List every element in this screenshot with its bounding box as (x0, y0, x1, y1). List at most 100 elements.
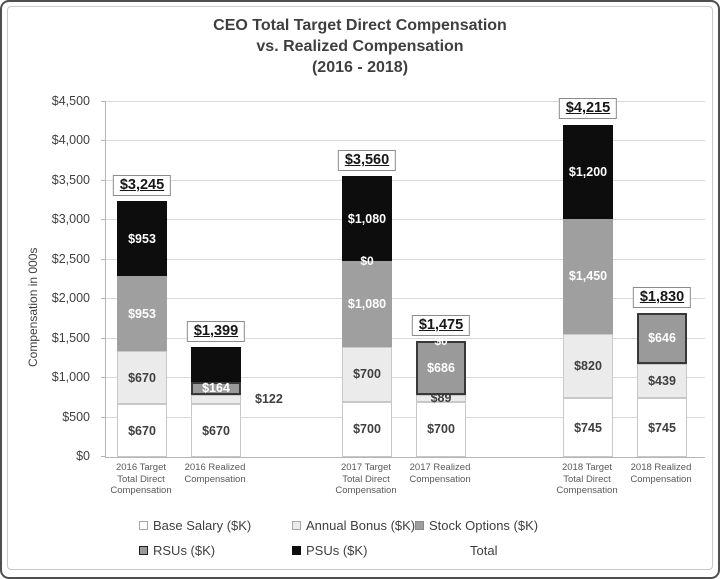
x-category-label: 2017 Target Total Direct Compensation (335, 462, 397, 496)
y-axis-tick-mark (101, 258, 106, 260)
bar-segment-bonus: $700 (342, 346, 392, 402)
stock-options-swatch-icon (415, 520, 424, 530)
legend-label: Annual Bonus ($K) (306, 517, 416, 533)
y-axis-tick-mark (101, 140, 106, 142)
legend-item-annual-bonus: Annual Bonus ($K) (292, 517, 415, 533)
bar-segment-psu: $953 (117, 200, 167, 277)
bar-segment-bonus: $820 (563, 333, 613, 399)
segment-value-label: $670 (128, 370, 156, 385)
segment-value-label: $953 (128, 231, 156, 246)
segment-value-label-outside: $122 (255, 392, 283, 407)
total-label: $4,215 (558, 98, 618, 120)
bar-segment-bonus: $89 (416, 391, 466, 406)
y-tick-label: $0 (76, 449, 90, 463)
x-category-label: 2016 Target Total Direct Compensation (110, 462, 172, 496)
rsus-swatch-icon (139, 545, 148, 555)
x-category-label: 2016 Realized Compensation (184, 462, 246, 485)
legend-item-rsus: RSUs ($K) (139, 542, 215, 558)
total-label: $1,830 (632, 286, 692, 308)
legend-label: RSUs ($K) (153, 542, 216, 558)
gridline (106, 101, 705, 102)
chart-title: CEO Total Target Direct Compensation vs.… (2, 15, 718, 78)
y-axis-tick-mark (101, 377, 106, 379)
bar-segment-bonus (191, 394, 241, 405)
y-tick-label: $3,000 (51, 212, 90, 227)
segment-value-label: $686 (427, 360, 455, 375)
y-axis-tick-mark (101, 179, 106, 181)
legend-label: Total (470, 542, 498, 558)
segment-value-label: $820 (574, 358, 602, 373)
bar-segment-base: $670 (117, 404, 167, 457)
total-label: $1,399 (186, 320, 246, 342)
segment-value-label: $745 (648, 420, 676, 435)
legend-label: Stock Options ($K) (429, 517, 539, 533)
y-tick-label: $4,500 (51, 94, 90, 108)
plot-area: $670 $670 $953 $953 $3,245 $122 $670 $164 $1,399… (101, 98, 705, 458)
annual-bonus-swatch-icon (292, 520, 301, 530)
bar-segment-psu: $1,200 (563, 124, 613, 220)
gridline (106, 219, 705, 221)
bar-segment-base: $745 (563, 398, 613, 457)
y-tick-label: $1,000 (51, 370, 90, 385)
bar-segment-rsu: $164 (191, 381, 241, 396)
bar-segment-base: $700 (416, 401, 466, 457)
total-label: $3,245 (112, 174, 172, 196)
total-swatch-placeholder (456, 546, 465, 555)
gridline (106, 179, 705, 181)
segment-value-label: $164 (202, 381, 230, 396)
segment-value-label: $1,200 (568, 164, 608, 179)
segment-value-label: $700 (427, 422, 455, 437)
y-axis-tick-mark (101, 337, 106, 339)
bar-segment-base: $700 (342, 401, 392, 457)
gridline (106, 416, 705, 418)
bar-segment-psu (191, 346, 241, 382)
y-axis-tick-mark (101, 456, 106, 457)
gridline (106, 377, 705, 379)
bar-segment-bonus: $439 (637, 363, 687, 399)
gridline (106, 140, 705, 142)
y-axis-tick-mark (101, 298, 106, 300)
y-tick-label: $2,500 (51, 251, 90, 266)
bar-segment-rsu: $646 (637, 312, 687, 364)
bar-segment-options: $1,450 (563, 219, 613, 334)
bar-segment-options: $1,080 (342, 261, 392, 347)
y-tick-label: $1,500 (51, 330, 90, 345)
bar-segment-base: $670 (191, 404, 241, 457)
segment-value-label: $745 (574, 420, 602, 435)
x-category-label: 2018 Realized Compensation (630, 462, 692, 485)
segment-value-label: $1,080 (347, 211, 387, 226)
legend-label: PSUs ($K) (306, 542, 368, 558)
bar-segment-rsu: $686 (416, 340, 466, 395)
legend-item-total: Total (456, 542, 497, 558)
segment-value-label: $1,450 (568, 269, 608, 284)
x-category-label: 2017 Realized Compensation (409, 462, 471, 485)
segment-value-label: $439 (648, 373, 676, 388)
legend-item-psus: PSUs ($K) (292, 542, 367, 558)
chart-title-line-3: (2016 - 2018) (311, 59, 409, 76)
y-axis-tick-mark (101, 219, 106, 221)
y-tick-label: $3,500 (51, 172, 90, 187)
base-salary-swatch-icon (139, 520, 148, 530)
segment-value-label: $646 (648, 331, 676, 346)
legend-label: Base Salary ($K) (153, 517, 252, 533)
y-tick-label: $4,000 (51, 133, 90, 148)
segment-value-label: $670 (202, 423, 230, 438)
segment-value-label: $670 (128, 423, 156, 438)
total-label: $3,560 (337, 150, 397, 172)
chart-title-line-1: CEO Total Target Direct Compensation (213, 17, 507, 34)
total-label: $1,475 (411, 314, 471, 336)
gridline (106, 298, 705, 300)
zero-value-label: $0 (434, 333, 448, 348)
y-tick-label: $500 (62, 409, 90, 424)
legend-item-stock-options: Stock Options ($K) (415, 517, 538, 533)
segment-value-label: $700 (353, 422, 381, 437)
bar-segment-bonus: $670 (117, 351, 167, 405)
segment-value-label: $89 (430, 391, 452, 406)
segment-value-label: $1,080 (347, 296, 387, 311)
zero-value-label: $0 (360, 254, 374, 269)
gridline (106, 337, 705, 339)
y-axis-tick-mark (101, 416, 106, 418)
chart-title-line-2: vs. Realized Compensation (256, 38, 464, 55)
legend-item-base-salary: Base Salary ($K) (139, 517, 251, 533)
